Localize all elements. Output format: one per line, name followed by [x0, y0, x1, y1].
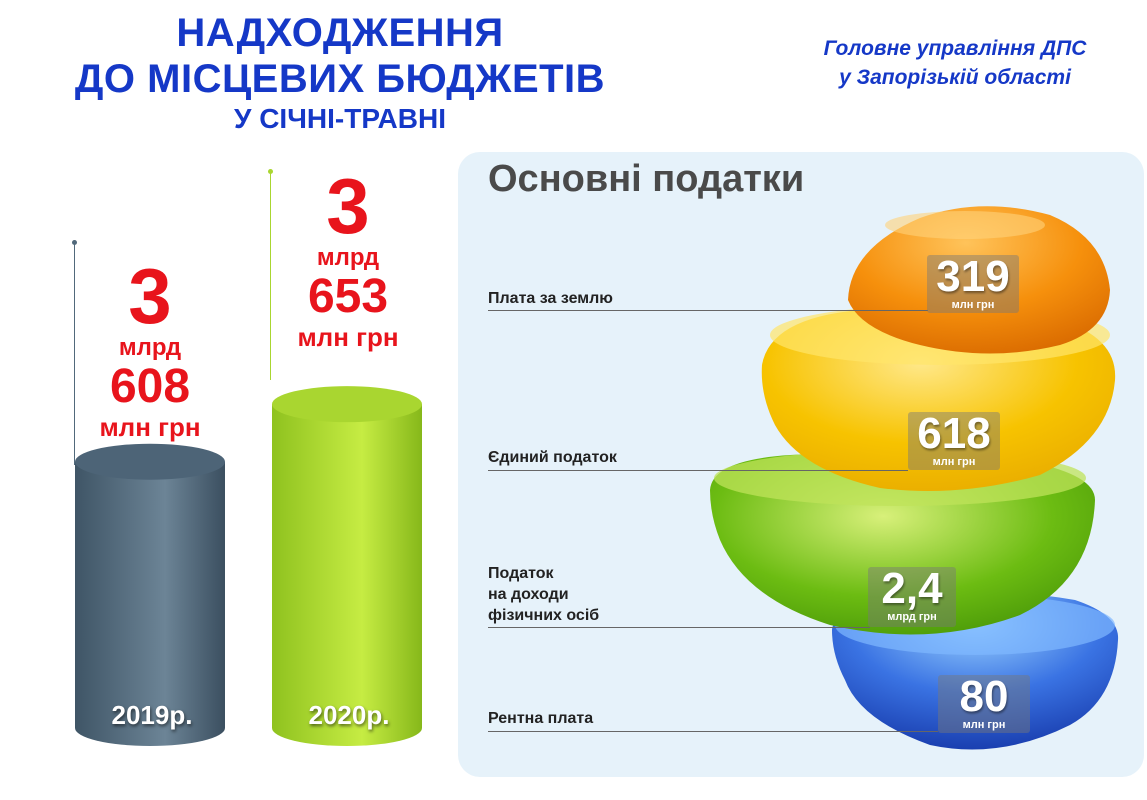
tax-label-land: Плата за землю — [488, 290, 613, 307]
value-label-2019: 3 млрд 608 млн грн — [70, 252, 230, 442]
tax-label-personal-income: Податок на доходи фізичних осіб — [488, 565, 600, 624]
page-subtitle: У СІЧНІ-ТРАВНІ — [234, 103, 446, 134]
stem-dot-2019 — [72, 240, 77, 245]
stem-2019 — [74, 243, 75, 465]
slice-land-fee — [848, 206, 1110, 354]
page-title-line1: НАДХОДЖЕННЯ — [176, 11, 504, 55]
org-line2: у Запорізькій області — [839, 66, 1071, 89]
leader-line-rent — [488, 731, 938, 732]
cylinder-body — [75, 461, 225, 746]
year-label-2020: 2020р. — [308, 700, 390, 730]
unit-rent: млн грн — [962, 719, 1006, 731]
tax-label-rent: Рентна плата — [488, 710, 594, 727]
budget-cylinder-chart — [75, 386, 422, 746]
title-block: НАДХОДЖЕННЯ ДО МІСЦЕВИХ БЮДЖЕТІВ У СІЧНІ… — [40, 10, 640, 136]
cylinder-body — [272, 404, 422, 746]
cylinder-top — [272, 386, 422, 423]
leader-line-single-tax — [488, 470, 908, 471]
value-personal-income: 2,4 — [881, 564, 943, 613]
year-label-2019: 2019р. — [111, 700, 193, 730]
value-2020-billion-unit: млрд — [316, 244, 380, 271]
unit-single-tax: млн грн — [932, 456, 976, 468]
value-badge-rent: 80 млн грн — [938, 675, 1030, 733]
unit-land: млн грн — [951, 299, 995, 311]
value-2020-millions: 653 — [307, 270, 389, 323]
cylinder-2020р. — [272, 386, 422, 746]
stem-2020 — [270, 173, 271, 380]
org-line1: Головне управління ДПС — [823, 37, 1087, 60]
value-2020-billions: 3 — [326, 162, 370, 250]
value-label-2020: 3 млрд 653 млн грн — [268, 162, 428, 352]
tax-label-single-tax: Єдиний податок — [488, 449, 617, 466]
unit-personal-income: млрд грн — [887, 611, 937, 623]
value-land: 319 — [936, 252, 1010, 301]
value-badge-personal-income: 2,4 млрд грн — [868, 567, 956, 627]
panel-title: Основні податки — [488, 158, 805, 200]
value-badge-single-tax: 618 млн грн — [908, 412, 1000, 470]
value-2019-million-unit: млн грн — [99, 412, 201, 442]
value-badge-land: 319 млн грн — [927, 255, 1019, 313]
value-single-tax: 618 — [917, 409, 991, 458]
value-2019-billions: 3 — [128, 252, 172, 340]
value-2020-million-unit: млн грн — [297, 322, 399, 352]
page-title-line2: ДО МІСЦЕВИХ БЮДЖЕТІВ — [74, 57, 606, 101]
leader-line-personal-income — [488, 627, 870, 628]
organization-name: Головне управління ДПС у Запорізькій обл… — [765, 34, 1145, 92]
leader-line-land — [488, 310, 928, 311]
value-2019-millions: 608 — [109, 360, 191, 413]
value-rent: 80 — [959, 672, 1009, 721]
cylinder-top — [75, 443, 225, 480]
cylinder-2019р. — [75, 443, 225, 746]
value-2019-billion-unit: млрд — [118, 334, 182, 361]
stem-dot-2020 — [268, 169, 273, 174]
